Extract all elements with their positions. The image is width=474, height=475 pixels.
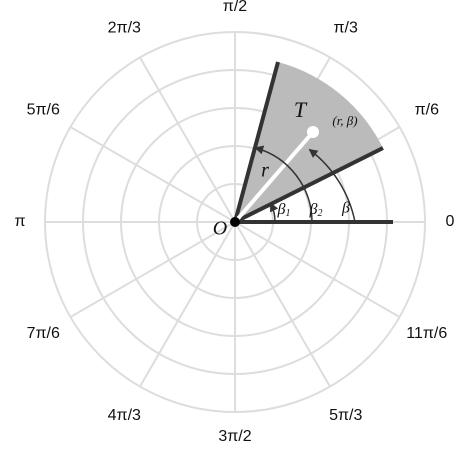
beta-arc: [308, 148, 356, 223]
grid-spoke: [69, 126, 236, 223]
origin-point: [230, 217, 240, 227]
beta1-label: β1: [277, 201, 291, 220]
sector-edge: [234, 146, 384, 224]
angle-label: 3π/2: [218, 428, 251, 445]
grid-spoke: [139, 56, 236, 223]
angle-label: 11π/6: [406, 325, 447, 342]
angle-label: 0: [446, 213, 455, 230]
beta1-arc: [270, 202, 279, 223]
angle-label: π: [14, 213, 25, 230]
angle-label: 4π/3: [108, 407, 141, 424]
coords-label: (r, β): [332, 113, 357, 128]
beta2-label: β2: [309, 201, 323, 220]
angle-label: 7π/6: [27, 325, 60, 342]
sector-edge: [233, 61, 280, 223]
origin-label: O: [213, 218, 227, 240]
target-point: [307, 126, 319, 138]
grid-spoke: [69, 221, 236, 318]
beta2-arc: [254, 145, 313, 223]
angle-label: 5π/3: [329, 407, 362, 424]
beta-label: β: [341, 200, 350, 217]
angle-label: 2π/3: [108, 20, 141, 37]
angle-label: π/2: [223, 0, 247, 15]
angle-label: π/3: [334, 20, 358, 37]
angle-label: 5π/6: [27, 101, 60, 118]
target-label: T: [294, 97, 308, 122]
grid-spoke: [234, 221, 331, 388]
radius-line: [233, 130, 315, 224]
angle-label: π/6: [415, 101, 439, 118]
grid-spoke: [234, 221, 401, 318]
radius-label: r: [261, 160, 269, 182]
grid-spoke: [139, 221, 236, 388]
